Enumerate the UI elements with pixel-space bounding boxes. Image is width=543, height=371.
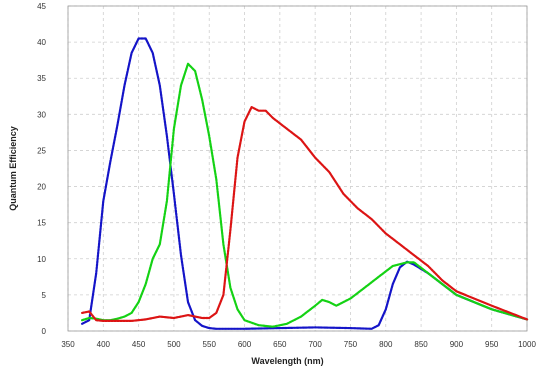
- y-tick-label: 10: [37, 255, 46, 264]
- y-tick-label: 45: [37, 2, 46, 11]
- y-tick-label: 15: [37, 219, 46, 228]
- x-axis-title: Wavelength (nm): [251, 356, 323, 366]
- y-tick-label: 40: [37, 38, 46, 47]
- y-tick-label: 0: [42, 327, 47, 336]
- y-tick-label: 30: [37, 110, 46, 119]
- y-tick-label: 20: [37, 183, 46, 192]
- x-tick-label: 400: [97, 340, 111, 349]
- x-tick-label: 650: [273, 340, 287, 349]
- gridlines: [67, 5, 528, 332]
- x-tick-label: 1000: [518, 340, 536, 349]
- x-tick-label: 750: [344, 340, 358, 349]
- plot-area-frame: [67, 5, 528, 332]
- x-tick-label: 550: [203, 340, 217, 349]
- y-tick-labels: 0 5 10 15 20 25 30 35 40 45: [37, 2, 46, 336]
- y-axis-title: Quantum Efficiency: [8, 126, 18, 211]
- series-line-1: [80, 37, 529, 330]
- x-tick-label: 700: [308, 340, 322, 349]
- x-tick-label: 900: [450, 340, 464, 349]
- series-layer: [80, 37, 529, 330]
- x-tick-label: 800: [379, 340, 393, 349]
- series-line-3: [80, 105, 529, 322]
- series-line-2: [80, 62, 529, 328]
- y-tick-label: 5: [42, 291, 47, 300]
- x-tick-label: 600: [238, 340, 252, 349]
- x-tick-labels: 350 400 450 500 550 600 650 700 750 800 850 900 950 1…: [61, 340, 536, 349]
- x-tick-label: 450: [132, 340, 146, 349]
- y-tick-label: 35: [37, 74, 46, 83]
- y-tick-label: 25: [37, 146, 46, 155]
- x-tick-label: 950: [485, 340, 499, 349]
- x-tick-label: 350: [61, 340, 75, 349]
- x-tick-label: 500: [167, 340, 181, 349]
- x-tick-label: 850: [414, 340, 428, 349]
